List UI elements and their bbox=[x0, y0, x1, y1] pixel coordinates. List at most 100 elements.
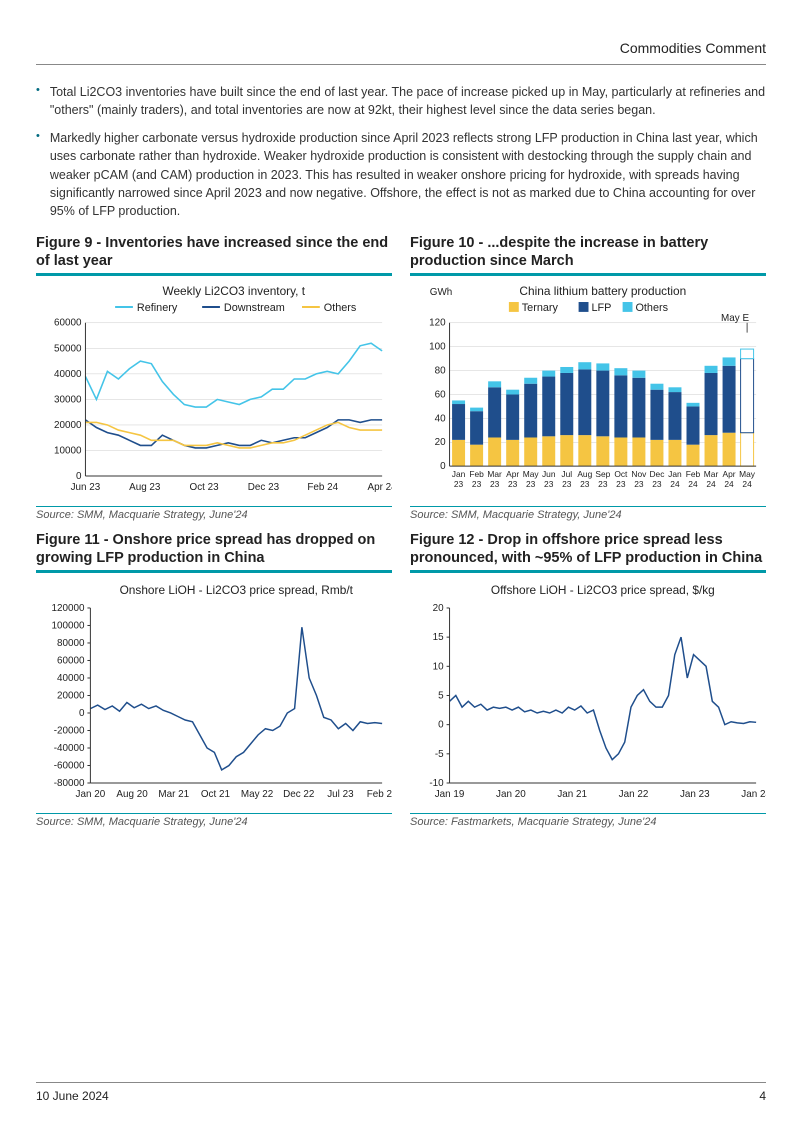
svg-text:Mar: Mar bbox=[487, 469, 502, 479]
figure-source: Source: SMM, Macquarie Strategy, June'24 bbox=[36, 506, 392, 521]
svg-text:Mar: Mar bbox=[704, 469, 719, 479]
svg-text:23: 23 bbox=[562, 479, 572, 489]
svg-text:24: 24 bbox=[670, 479, 680, 489]
svg-text:Jan 22: Jan 22 bbox=[619, 789, 649, 800]
svg-text:23: 23 bbox=[508, 479, 518, 489]
svg-text:Jan 24: Jan 24 bbox=[741, 789, 766, 800]
figure-title: Figure 12 - Drop in offshore price sprea… bbox=[410, 531, 766, 573]
svg-text:23: 23 bbox=[652, 479, 662, 489]
svg-text:60000: 60000 bbox=[57, 656, 85, 667]
svg-text:23: 23 bbox=[580, 479, 590, 489]
svg-text:Jul 23: Jul 23 bbox=[327, 789, 354, 800]
svg-text:Onshore LiOH - Li2CO3 price sp: Onshore LiOH - Li2CO3 price spread, Rmb/… bbox=[120, 583, 354, 597]
svg-text:120: 120 bbox=[429, 318, 446, 329]
svg-text:Jan: Jan bbox=[452, 469, 466, 479]
figure-10-chart: GWh China lithium battery production Terna… bbox=[410, 282, 766, 502]
svg-text:5: 5 bbox=[438, 691, 444, 702]
svg-text:-40000: -40000 bbox=[54, 743, 85, 754]
footer-date: 10 June 2024 bbox=[36, 1089, 109, 1103]
svg-text:20: 20 bbox=[433, 603, 444, 614]
svg-text:10000: 10000 bbox=[54, 446, 82, 457]
svg-text:Feb: Feb bbox=[469, 469, 484, 479]
svg-text:Jun 23: Jun 23 bbox=[71, 482, 101, 493]
svg-text:24: 24 bbox=[688, 479, 698, 489]
figure-title: Figure 9 - Inventories have increased si… bbox=[36, 234, 392, 276]
figure-9-chart: Weekly Li2CO3 inventory, tRefineryDownst… bbox=[36, 282, 392, 502]
figure-title: Figure 11 - Onshore price spread has dro… bbox=[36, 531, 392, 573]
svg-text:Aug 23: Aug 23 bbox=[129, 482, 161, 493]
svg-text:May: May bbox=[523, 469, 540, 479]
svg-text:Apr: Apr bbox=[506, 469, 519, 479]
svg-text:China lithium battery producti: China lithium battery production bbox=[519, 284, 686, 298]
svg-text:23: 23 bbox=[526, 479, 536, 489]
svg-text:0: 0 bbox=[440, 461, 446, 472]
svg-text:-80000: -80000 bbox=[54, 778, 85, 789]
svg-text:40: 40 bbox=[435, 413, 446, 424]
svg-text:Others: Others bbox=[635, 302, 668, 314]
svg-text:23: 23 bbox=[490, 479, 500, 489]
svg-text:Sep: Sep bbox=[595, 469, 610, 479]
svg-text:23: 23 bbox=[598, 479, 608, 489]
svg-text:Feb 24: Feb 24 bbox=[367, 789, 392, 800]
svg-text:Ternary: Ternary bbox=[522, 302, 559, 314]
svg-text:15: 15 bbox=[433, 632, 444, 643]
svg-text:23: 23 bbox=[454, 479, 464, 489]
svg-text:Jan 20: Jan 20 bbox=[76, 789, 106, 800]
svg-text:Nov: Nov bbox=[631, 469, 647, 479]
svg-text:Others: Others bbox=[324, 302, 357, 314]
bullet-text: Markedly higher carbonate versus hydroxi… bbox=[50, 129, 766, 220]
page-footer: 10 June 2024 4 bbox=[36, 1082, 766, 1103]
svg-text:Jan 20: Jan 20 bbox=[496, 789, 526, 800]
svg-text:Jan 23: Jan 23 bbox=[680, 789, 710, 800]
svg-text:40000: 40000 bbox=[54, 369, 82, 380]
svg-text:Jun: Jun bbox=[542, 469, 556, 479]
svg-text:Apr: Apr bbox=[723, 469, 736, 479]
svg-text:-20000: -20000 bbox=[54, 726, 85, 737]
svg-text:Oct 23: Oct 23 bbox=[190, 482, 220, 493]
svg-text:Weekly Li2CO3 inventory, t: Weekly Li2CO3 inventory, t bbox=[162, 284, 305, 298]
svg-text:20: 20 bbox=[435, 437, 446, 448]
svg-text:0: 0 bbox=[438, 720, 444, 731]
svg-text:Downstream: Downstream bbox=[224, 302, 285, 314]
svg-text:0: 0 bbox=[76, 471, 82, 482]
svg-text:-5: -5 bbox=[435, 749, 444, 760]
svg-text:20000: 20000 bbox=[57, 691, 85, 702]
svg-text:10: 10 bbox=[433, 662, 444, 673]
svg-text:23: 23 bbox=[472, 479, 482, 489]
svg-text:0: 0 bbox=[79, 708, 85, 719]
figure-grid: Figure 9 - Inventories have increased si… bbox=[36, 234, 766, 829]
bullet-item: • Total Li2CO3 inventories have built si… bbox=[36, 83, 766, 119]
bullet-list: • Total Li2CO3 inventories have built si… bbox=[36, 83, 766, 220]
bullet-text: Total Li2CO3 inventories have built sinc… bbox=[50, 83, 766, 119]
svg-text:120000: 120000 bbox=[52, 603, 85, 614]
figure-12: Figure 12 - Drop in offshore price sprea… bbox=[410, 531, 766, 828]
svg-text:Offshore LiOH - Li2CO3 price s: Offshore LiOH - Li2CO3 price spread, $/k… bbox=[491, 583, 715, 597]
svg-text:Aug: Aug bbox=[577, 469, 592, 479]
svg-text:40000: 40000 bbox=[57, 673, 85, 684]
svg-text:Aug 20: Aug 20 bbox=[116, 789, 148, 800]
header-title: Commodities Comment bbox=[620, 40, 766, 56]
figure-source: Source: Fastmarkets, Macquarie Strategy,… bbox=[410, 813, 766, 828]
svg-text:LFP: LFP bbox=[591, 302, 611, 314]
figure-10: Figure 10 - ...despite the increase in b… bbox=[410, 234, 766, 521]
figure-11: Figure 11 - Onshore price spread has dro… bbox=[36, 531, 392, 828]
svg-text:24: 24 bbox=[706, 479, 716, 489]
svg-text:Dec 23: Dec 23 bbox=[248, 482, 280, 493]
svg-text:Feb: Feb bbox=[686, 469, 701, 479]
bullet-dot-icon: • bbox=[36, 130, 40, 143]
svg-text:23: 23 bbox=[634, 479, 644, 489]
svg-text:100000: 100000 bbox=[52, 621, 85, 632]
svg-text:Jan: Jan bbox=[668, 469, 682, 479]
svg-text:May E: May E bbox=[721, 313, 749, 324]
svg-text:23: 23 bbox=[616, 479, 626, 489]
figure-9: Figure 9 - Inventories have increased si… bbox=[36, 234, 392, 521]
page-header: Commodities Comment bbox=[36, 40, 766, 65]
svg-text:24: 24 bbox=[742, 479, 752, 489]
svg-text:30000: 30000 bbox=[54, 395, 82, 406]
figure-source: Source: SMM, Macquarie Strategy, June'24 bbox=[36, 813, 392, 828]
svg-text:GWh: GWh bbox=[430, 287, 453, 298]
svg-text:Jul: Jul bbox=[561, 469, 572, 479]
svg-text:60000: 60000 bbox=[54, 318, 82, 329]
svg-text:Oct 21: Oct 21 bbox=[201, 789, 231, 800]
svg-text:Oct: Oct bbox=[614, 469, 628, 479]
